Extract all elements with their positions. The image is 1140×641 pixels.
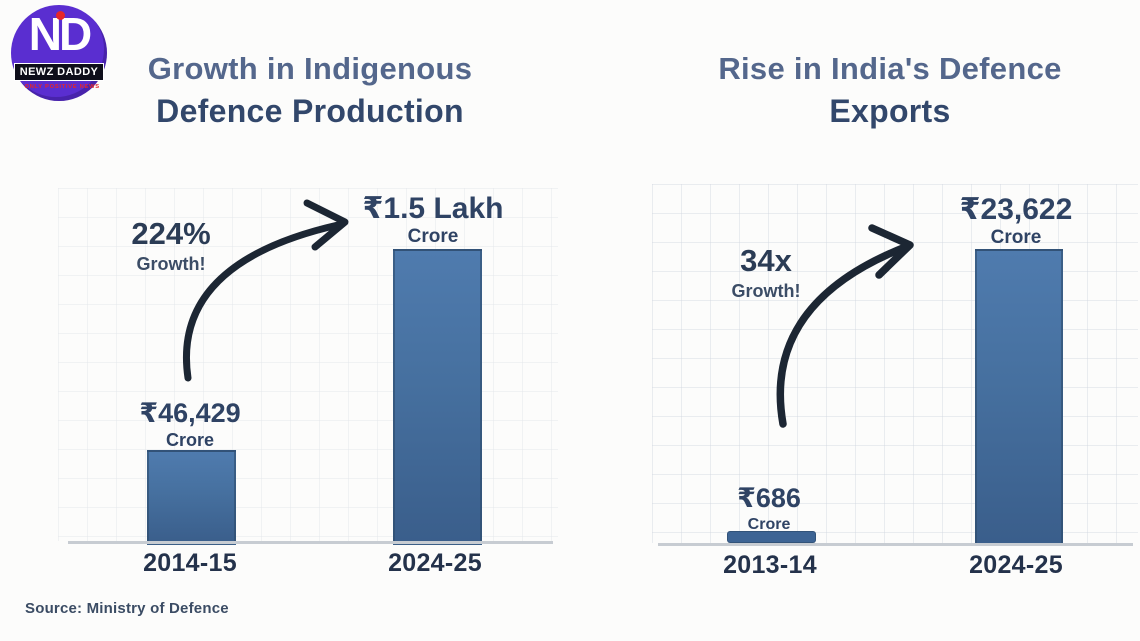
bar-value-label: ₹686 Crore xyxy=(689,483,849,533)
bar-value-unit: Crore xyxy=(747,515,791,533)
growth-value: 34x xyxy=(740,243,792,278)
bar-value-unit: Crore xyxy=(990,227,1042,248)
bar-value-label: ₹23,622 Crore xyxy=(936,193,1096,249)
title-line-1: Rise in India's Defence xyxy=(718,51,1062,86)
title-line-1: Growth in Indigenous xyxy=(147,51,473,86)
chart-title-defence-production: Growth in Indigenous Defence Production xyxy=(85,48,535,133)
bar-value-unit: Crore xyxy=(165,429,214,450)
source-note: Source: Ministry of Defence xyxy=(25,600,229,617)
bar-2014-15 xyxy=(147,450,236,545)
curved-arrow-icon xyxy=(182,199,349,382)
growth-caption: Growth! xyxy=(731,280,801,301)
bar-value-amount: ₹23,622 xyxy=(959,193,1073,226)
logo-tagline: ONLY POSITIVE NEWS xyxy=(24,83,100,90)
bar-value-unit: Crore xyxy=(407,226,459,247)
bar-value-amount: ₹1.5 Lakh xyxy=(362,192,504,225)
x-tick-label: 2024-25 xyxy=(969,551,1063,579)
title-line-2: Exports xyxy=(829,92,951,129)
bar-2024-25-exports xyxy=(975,249,1063,545)
growth-annotation-34x: 34x Growth! xyxy=(700,243,832,302)
bar-value-label: ₹1.5 Lakh Crore xyxy=(353,192,513,248)
title-line-2: Defence Production xyxy=(156,92,464,129)
growth-annotation-224: 224% Growth! xyxy=(100,216,242,275)
newz-daddy-logo: ND NEWZ DADDY ONLY POSITIVE NEWS xyxy=(11,5,107,101)
logo-name: NEWZ DADDY xyxy=(14,63,104,82)
bar-value-label: ₹46,429 Crore xyxy=(110,398,270,450)
chart-title-defence-exports: Rise in India's Defence Exports xyxy=(665,48,1115,133)
x-tick-label: 2024-25 xyxy=(388,549,482,577)
x-axis-left xyxy=(68,541,553,544)
growth-caption: Growth! xyxy=(136,253,206,274)
bar-2024-25-production xyxy=(393,249,482,545)
bar-2013-14 xyxy=(727,531,816,543)
bar-value-amount: ₹46,429 xyxy=(139,398,241,428)
x-axis-right xyxy=(658,543,1133,546)
logo-red-dot-icon xyxy=(56,11,65,20)
curved-arrow-icon xyxy=(776,224,914,428)
logo-circle-icon xyxy=(11,5,107,101)
growth-value: 224% xyxy=(131,216,211,251)
x-tick-label: 2014-15 xyxy=(143,549,237,577)
x-tick-label: 2013-14 xyxy=(723,551,817,579)
bar-value-amount: ₹686 xyxy=(737,483,801,513)
